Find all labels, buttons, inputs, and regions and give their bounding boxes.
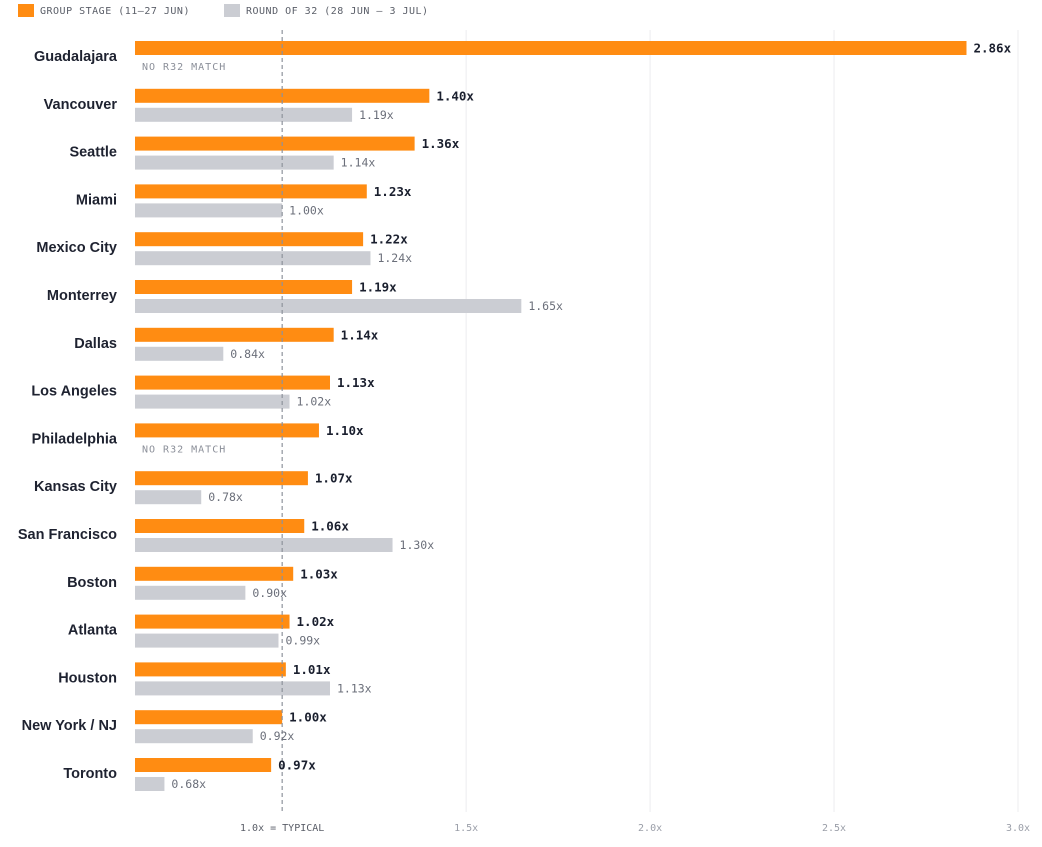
bar-round-of-32-boston (135, 585, 246, 600)
value-label-round-of-32-toronto: 0.68x (171, 777, 206, 791)
bar-group-stage-guadalajara (135, 41, 967, 55)
bar-round-of-32-san-francisco (135, 538, 393, 552)
bar-group-stage-kansas-city (135, 471, 308, 486)
city-label-guadalajara: Guadalajara (34, 49, 118, 65)
value-label-round-of-32-miami: 1.00x (289, 203, 324, 217)
bars (135, 41, 967, 791)
x-tick-label-1-0x-typical: 1.0x = TYPICAL (240, 823, 324, 834)
city-label-monterrey: Monterrey (47, 288, 117, 304)
city-label-philadelphia: Philadelphia (32, 431, 118, 447)
legend-label-round-of-32: ROUND OF 32 (28 JUN – 3 JUL) (246, 6, 429, 17)
value-label-group-stage-mexico-city: 1.22x (370, 232, 408, 247)
city-label-toronto: Toronto (63, 766, 117, 782)
city-label-los-angeles: Los Angeles (31, 384, 117, 400)
bar-group-stage-philadelphia (135, 423, 319, 438)
city-label-san-francisco: San Francisco (18, 527, 117, 543)
bar-group-stage-san-francisco (135, 519, 305, 533)
value-label-group-stage-seattle: 1.36x (422, 136, 460, 151)
bar-round-of-32-houston (135, 681, 330, 696)
city-label-seattle: Seattle (69, 145, 117, 161)
value-label-group-stage-houston: 1.01x (293, 662, 331, 677)
labels: Guadalajara 2.86x NO R32 MATCH Vancouver 1.4… (18, 41, 1012, 792)
value-label-group-stage-toronto: 0.97x (278, 758, 316, 773)
city-label-mexico-city: Mexico City (36, 240, 117, 256)
value-label-round-of-32-san-francisco: 1.30x (400, 538, 435, 552)
bar-round-of-32-atlanta (135, 633, 279, 648)
bar-round-of-32-mexico-city (135, 251, 371, 266)
city-label-miami: Miami (76, 192, 117, 208)
city-label-dallas: Dallas (74, 336, 117, 352)
legend: GROUP STAGE (11–27 JUN) ROUND OF 32 (28 … (18, 4, 429, 17)
bar-group-stage-new-york-nj (135, 710, 283, 725)
value-label-group-stage-vancouver: 1.40x (436, 88, 474, 103)
city-label-boston: Boston (67, 575, 117, 591)
bar-group-stage-mexico-city (135, 232, 364, 247)
value-label-group-stage-san-francisco: 1.06x (311, 519, 349, 534)
x-tick-label-1-5x: 1.5x (454, 823, 478, 834)
value-label-group-stage-dallas: 1.14x (341, 327, 379, 342)
value-label-round-of-32-new-york-nj: 0.92x (260, 729, 295, 743)
no-r32-match-label-philadelphia: NO R32 MATCH (142, 444, 226, 455)
value-label-round-of-32-kansas-city: 0.78x (208, 490, 243, 504)
value-label-group-stage-kansas-city: 1.07x (315, 471, 353, 486)
bar-round-of-32-kansas-city (135, 490, 202, 505)
value-label-group-stage-philadelphia: 1.10x (326, 423, 364, 438)
city-label-vancouver: Vancouver (44, 97, 118, 113)
bar-round-of-32-new-york-nj (135, 729, 253, 744)
no-r32-match-label-guadalajara: NO R32 MATCH (142, 62, 226, 73)
bar-round-of-32-toronto (135, 777, 165, 791)
bar-group-stage-dallas (135, 327, 334, 342)
bar-group-stage-boston (135, 566, 294, 581)
bar-group-stage-houston (135, 662, 286, 677)
x-tick-label-3-0x: 3.0x (1006, 823, 1030, 834)
bar-group-stage-toronto (135, 758, 272, 772)
value-label-round-of-32-mexico-city: 1.24x (377, 251, 412, 265)
value-label-group-stage-monterrey: 1.19x (359, 280, 397, 295)
bar-group-stage-atlanta (135, 614, 290, 629)
value-label-group-stage-boston: 1.03x (300, 566, 338, 581)
legend-swatch-group-stage (18, 4, 34, 17)
bar-round-of-32-vancouver (135, 107, 353, 122)
value-label-group-stage-atlanta: 1.02x (297, 614, 335, 629)
value-label-round-of-32-los-angeles: 1.02x (297, 395, 332, 409)
bar-group-stage-seattle (135, 136, 415, 151)
bar-group-stage-monterrey (135, 280, 353, 294)
city-label-kansas-city: Kansas City (34, 479, 117, 495)
value-label-group-stage-miami: 1.23x (374, 184, 412, 199)
x-tick-label-2-5x: 2.5x (822, 823, 846, 834)
city-label-atlanta: Atlanta (68, 623, 118, 639)
value-label-round-of-32-monterrey: 1.65x (528, 299, 563, 313)
value-label-round-of-32-boston: 0.90x (252, 586, 287, 600)
x-axis: 1.0x = TYPICAL 1.5x 2.0x 2.5x 3.0x (240, 823, 1030, 834)
value-label-round-of-32-dallas: 0.84x (230, 347, 265, 361)
city-label-new-york-nj: New York / NJ (22, 718, 117, 734)
gridlines (465, 30, 1019, 812)
value-label-group-stage-los-angeles: 1.13x (337, 375, 375, 390)
value-label-group-stage-guadalajara: 2.86x (973, 41, 1011, 56)
value-label-round-of-32-houston: 1.13x (337, 681, 372, 695)
bar-round-of-32-los-angeles (135, 394, 290, 409)
bar-round-of-32-seattle (135, 155, 334, 170)
value-label-round-of-32-vancouver: 1.19x (359, 108, 394, 122)
legend-swatch-round-of-32 (224, 4, 240, 17)
bar-group-stage-miami (135, 184, 367, 199)
legend-label-group-stage: GROUP STAGE (11–27 JUN) (40, 6, 190, 17)
bar-group-stage-los-angeles (135, 375, 330, 390)
value-label-round-of-32-atlanta: 0.99x (285, 634, 320, 648)
value-label-round-of-32-seattle: 1.14x (341, 156, 376, 170)
value-label-group-stage-new-york-nj: 1.00x (289, 710, 327, 725)
bar-round-of-32-dallas (135, 346, 224, 361)
bar-round-of-32-monterrey (135, 299, 522, 313)
bar-round-of-32-miami (135, 203, 283, 218)
city-label-houston: Houston (58, 670, 117, 686)
x-tick-label-2-0x: 2.0x (638, 823, 662, 834)
